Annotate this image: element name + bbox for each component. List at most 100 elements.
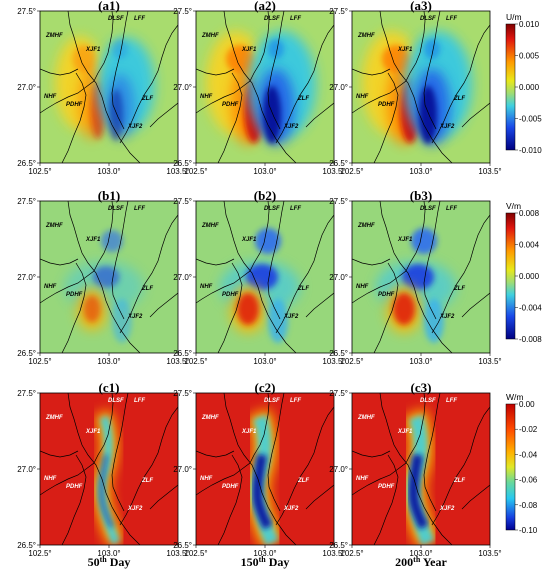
colorbar-tick-label: -0.04 <box>519 450 538 459</box>
lon-tick-label: 102.5° <box>28 357 51 366</box>
fault-line <box>223 201 297 353</box>
fault-label: DLSF <box>420 398 436 404</box>
colorbar-tick-label: -0.008 <box>519 335 542 344</box>
fault-label: ZMHF <box>45 33 63 39</box>
lon-tick-label: 102.5° <box>340 167 363 176</box>
panel-a2: ZMHF DLSF LFF XJF1 NHF PDHF ZLF XJF2 27.5° 27.0° 2… <box>173 0 345 176</box>
fault-line <box>40 258 79 266</box>
colorbar-tick-label: 0.008 <box>519 209 540 218</box>
fault-label: XJF2 <box>439 314 455 320</box>
fault-line <box>352 450 391 458</box>
fault-label: XJF1 <box>85 237 101 243</box>
lat-tick-label: 27.5° <box>17 389 36 398</box>
fault-label: XJF2 <box>127 124 143 130</box>
lat-tick-label: 27.0° <box>17 83 36 92</box>
fault-label: DLSF <box>108 398 124 404</box>
fault-line <box>379 393 453 545</box>
lat-tick-label: 27.0° <box>173 273 192 282</box>
lon-tick-label: 103.5° <box>166 167 189 176</box>
lon-tick-label: 102.5° <box>340 357 363 366</box>
panel-title: (c1) <box>99 380 120 395</box>
fault-line <box>196 11 270 114</box>
fault-line <box>352 393 426 496</box>
fault-line <box>149 102 178 128</box>
panel-a3: ZMHF DLSF LFF XJF1 NHF PDHF ZLF XJF2 27.5° 27.0° 2… <box>329 0 501 176</box>
colorbar-tick-label: -0.10 <box>519 526 538 535</box>
fault-label: LFF <box>446 206 457 212</box>
lat-tick-label: 26.5° <box>173 159 192 168</box>
colorbar-title: U/m <box>506 12 522 22</box>
colorbar-gradient <box>505 23 516 151</box>
lat-tick-label: 27.0° <box>17 273 36 282</box>
fault-line <box>119 214 178 334</box>
fault-label: PDHF <box>66 292 83 298</box>
fault-line <box>423 201 441 320</box>
panel-a1: ZMHF DLSF LFF XJF1 NHF PDHF ZLF XJF2 27.5° 27.0° 2… <box>17 0 189 176</box>
fault-line <box>352 258 391 266</box>
colorbar-u: U/m0.010 0.005 0.000 -0.005 -0.010 <box>505 12 542 155</box>
fault-label: ZLF <box>297 96 309 102</box>
fault-line <box>461 102 490 128</box>
lon-tick-label: 103.5° <box>478 357 501 366</box>
lat-tick-label: 26.5° <box>329 349 348 358</box>
fault-label: DLSF <box>264 398 280 404</box>
lon-tick-label: 103.0° <box>97 167 120 176</box>
fault-line <box>217 454 243 545</box>
fault-line <box>373 72 399 163</box>
fault-line <box>267 11 285 130</box>
fault-label: NHF <box>44 94 57 100</box>
fault-label: ZMHF <box>201 33 219 39</box>
lat-tick-label: 27.0° <box>329 465 348 474</box>
colorbar-title: V/m <box>506 201 521 211</box>
fault-line <box>305 484 334 510</box>
fault-label: ZMHF <box>357 223 375 229</box>
fault-label: XJF2 <box>283 124 299 130</box>
panel-b2: ZMHF DLSF LFF XJF1 NHF PDHF ZLF XJF2 27.5° 27.0° 2… <box>173 188 345 366</box>
lat-tick-label: 27.5° <box>173 197 192 206</box>
lon-tick-label: 102.5° <box>28 167 51 176</box>
fault-label: LFF <box>134 206 145 212</box>
colorbar-tick-label: 0.010 <box>519 20 540 29</box>
panel-c1: ZMHF DLSF LFF XJF1 NHF PDHF ZLF XJF2 27.5° 27.0° 2… <box>17 380 189 558</box>
fault-label: XJF1 <box>397 429 413 435</box>
lat-tick-label: 27.5° <box>329 389 348 398</box>
lat-tick-label: 26.5° <box>173 541 192 550</box>
fault-label: LFF <box>134 398 145 404</box>
fault-label: PDHF <box>222 102 239 108</box>
field-map <box>196 11 334 163</box>
fault-line <box>267 393 285 512</box>
fault-line <box>40 201 114 304</box>
fault-line <box>373 454 399 545</box>
lat-tick-label: 27.5° <box>173 389 192 398</box>
panel-title: (c2) <box>255 380 276 395</box>
colorbar-gradient <box>505 212 516 340</box>
column-title: 200th Year <box>395 555 447 570</box>
colorbar-tick-label: -0.004 <box>519 304 542 313</box>
field-map <box>40 393 178 545</box>
lon-tick-label: 103.0° <box>409 549 432 558</box>
panel-title: (a2) <box>254 0 276 13</box>
fault-label: PDHF <box>66 102 83 108</box>
fault-line <box>431 406 490 526</box>
fault-line <box>111 393 129 512</box>
fault-label: NHF <box>200 284 213 290</box>
fault-line <box>267 201 285 320</box>
fault-line <box>379 201 453 353</box>
colorbar-tick-label: 0.004 <box>519 241 540 250</box>
lon-tick-label: 102.5° <box>28 549 51 558</box>
fault-label: XJF2 <box>283 314 299 320</box>
field-map <box>40 11 178 163</box>
lat-tick-label: 27.5° <box>17 197 36 206</box>
fault-label: PDHF <box>66 484 83 490</box>
fault-line <box>196 68 235 76</box>
fault-line <box>67 201 141 353</box>
fault-line <box>196 201 270 304</box>
lat-tick-label: 26.5° <box>173 349 192 358</box>
panel-c2: ZMHF DLSF LFF XJF1 NHF PDHF ZLF XJF2 27.5° 27.0° 2… <box>173 380 345 558</box>
field-map <box>352 201 490 353</box>
panel-b3: ZMHF DLSF LFF XJF1 NHF PDHF ZLF XJF2 27.5° 27.0° 2… <box>329 188 501 366</box>
colorbar-tick-label: -0.02 <box>519 425 538 434</box>
fault-line <box>352 68 391 76</box>
lon-tick-label: 103.5° <box>322 167 345 176</box>
